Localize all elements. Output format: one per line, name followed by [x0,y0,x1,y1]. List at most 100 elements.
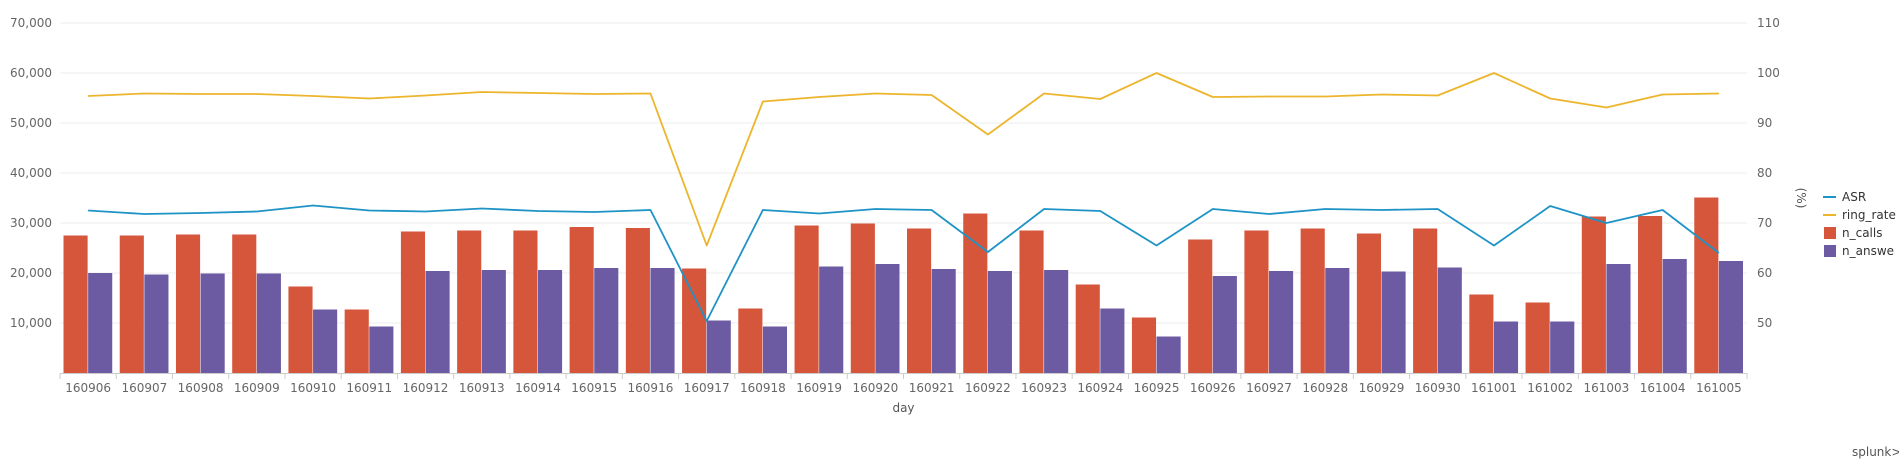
y-tick-label: 70,000 [10,16,52,30]
bar-n_calls-160910 [288,286,313,373]
gridlines [60,22,1747,324]
bar-n_answered-160912 [425,271,450,373]
x-tick-label: 160923 [1021,381,1067,395]
bar-n_answered-160916 [650,268,675,373]
bar-n_answered-160911 [369,326,394,373]
bar-n_answered-160924 [1100,308,1125,373]
x-tick-label: 160907 [121,381,167,395]
legend-label: n_answe [1842,244,1894,258]
bar-n_answered-160908 [200,273,225,373]
bar-n_answered-160921 [931,269,956,373]
y2-tick-label: 90 [1757,116,1772,130]
x-tick-label: 160917 [684,381,730,395]
bar-n_calls-160925 [1131,317,1157,373]
x-tick-label: 160922 [965,381,1011,395]
bar-n_calls-160924 [1075,284,1100,373]
x-tick-label: 160930 [1415,381,1461,395]
bar-n_calls-160928 [1300,228,1325,373]
x-tick-label: 160916 [628,381,674,395]
bar-n_calls-160909 [232,234,257,373]
bar-n_answered-160929 [1381,271,1406,373]
y2-axis-title: (%) [1794,188,1808,209]
x-tick-label: 160912 [403,381,449,395]
bar-n_answered-160922 [987,271,1012,373]
x-tick-label: 160925 [1134,381,1180,395]
bar-n_calls-160914 [513,230,538,373]
bar-n_answered-160925 [1156,336,1181,373]
y2-tick-label: 110 [1757,16,1780,30]
y-tick-label: 10,000 [10,316,52,330]
line-ring_rate [88,72,1719,247]
bar-n_calls-160907 [119,235,144,373]
line-ASR [88,204,1720,322]
bar-n_calls-160922 [963,213,988,373]
y-axis-right: 50 60 70 80 90 100 110 [1757,16,1780,330]
legend-label: ring_rate [1842,208,1896,222]
x-tick-label: 160914 [515,381,561,395]
y2-tick-label: 80 [1757,166,1772,180]
x-tick-label: 160918 [740,381,786,395]
bar-n_answered-160913 [481,270,506,373]
bar-n_answered-160910 [313,309,338,373]
legend-item-ASR[interactable]: ASR [1823,190,1866,204]
y-tick-label: 60,000 [10,66,52,80]
bar-n_answered-161003 [1606,264,1631,373]
x-tick-label: 160908 [178,381,224,395]
x-tick-label: 160915 [571,381,617,395]
x-tick-label: 160924 [1077,381,1123,395]
bar-n_answered-160926 [1212,276,1237,373]
x-tick-label: 160910 [290,381,336,395]
x-tick-label: 160919 [796,381,842,395]
bar-n_calls-160917 [682,268,707,373]
y2-tick-label: 100 [1757,66,1780,80]
bar-n_calls-160929 [1356,233,1381,373]
legend[interactable]: ASR ring_rate n_calls n_answe [1823,190,1896,258]
bar-n_calls-161001 [1469,294,1494,373]
legend-item-ring_rate[interactable]: ring_rate [1823,208,1896,222]
bar-n_answered-160917 [706,320,731,373]
y2-tick-label: 70 [1757,216,1772,230]
x-tick-label: 160921 [909,381,955,395]
x-tick-label: 160927 [1246,381,1292,395]
legend-item-n_calls[interactable]: n_calls [1824,226,1882,240]
y-tick-label: 30,000 [10,216,52,230]
x-tick-label: 161001 [1471,381,1517,395]
bar-n_answered-160918 [762,326,788,373]
bar-n_answered-160930 [1437,267,1462,373]
x-tick-label: 160911 [346,381,392,395]
x-tick-label: 160909 [234,381,280,395]
x-tick-label: 161002 [1527,381,1573,395]
legend-item-n_answe[interactable]: n_answe [1824,244,1894,258]
bar-n_answered-161004 [1662,259,1687,373]
x-axis: 160906 160907 160908 160909 160910 160911 1609… [59,373,1748,395]
x-tick-label: 160920 [852,381,898,395]
y-axis-left: 10,000 20,000 30,000 40,000 50,000 60,000 70,0… [10,16,52,330]
bar-n_calls-161002 [1525,302,1550,373]
y2-tick-label: 60 [1757,266,1772,280]
legend-label: n_calls [1842,226,1882,240]
bar-n_calls-161004 [1638,216,1663,373]
bar-n_calls-160906 [63,235,88,373]
x-axis-title: day [892,401,914,415]
x-tick-label: 161005 [1696,381,1742,395]
legend-label: ASR [1842,190,1866,204]
bar-n_answered-160907 [144,274,169,373]
bar-n_answered-160920 [875,264,900,373]
bar-n_answered-160919 [819,266,844,373]
y-tick-label: 20,000 [10,266,52,280]
bar-n_calls-161005 [1694,197,1719,373]
x-tick-label: 160929 [1359,381,1405,395]
bar-n_calls-160930 [1413,228,1438,373]
bar-n_calls-160919 [794,225,819,373]
x-tick-label: 161004 [1640,381,1686,395]
bar-n_answered-160906 [88,273,113,373]
bar-n_calls-160920 [850,223,875,373]
legend-swatch-bar [1824,245,1836,257]
y-tick-label: 40,000 [10,166,52,180]
bar-n_answered-160923 [1044,270,1069,373]
line-series [88,72,1720,322]
x-tick-label: 160928 [1302,381,1348,395]
x-tick-label: 161003 [1584,381,1630,395]
bar-n_calls-160916 [625,228,650,373]
